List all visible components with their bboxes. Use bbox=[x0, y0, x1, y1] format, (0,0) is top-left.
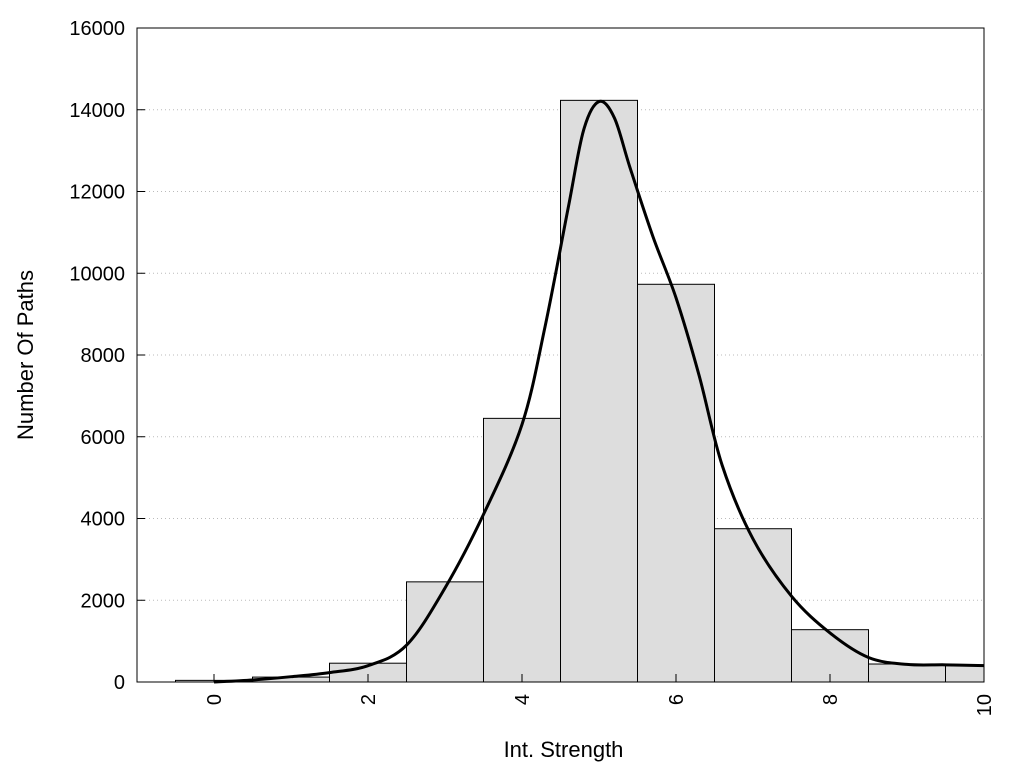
histogram-bar bbox=[560, 99, 638, 683]
y-axis-ticks: 0 2000 4000 6000 8000 10000 12000 14000 16000 bbox=[69, 18, 145, 694]
y-tick-label: 0 bbox=[114, 672, 125, 694]
x-tick-label: 2 bbox=[358, 694, 380, 705]
y-tick-label: 12000 bbox=[69, 182, 125, 204]
y-tick-label: 2000 bbox=[81, 590, 126, 612]
y-tick-label: 6000 bbox=[81, 427, 126, 449]
y-tick-label: 10000 bbox=[69, 263, 125, 285]
x-tick-label: 10 bbox=[974, 694, 996, 716]
y-tick-label: 16000 bbox=[69, 18, 125, 40]
bars bbox=[175, 99, 985, 683]
histogram-bar bbox=[714, 528, 792, 683]
x-tick-label: 8 bbox=[820, 694, 842, 705]
histogram-bar bbox=[791, 629, 869, 683]
histogram-bar bbox=[483, 417, 561, 683]
density-curve bbox=[213, 99, 985, 684]
histogram-bar bbox=[868, 663, 946, 683]
x-tick-label: 0 bbox=[204, 694, 226, 705]
y-axis-label: Number Of Paths bbox=[13, 270, 38, 440]
y-tick-label: 4000 bbox=[81, 509, 126, 531]
x-axis-ticks: 0 2 4 6 8 10 bbox=[204, 674, 996, 716]
x-axis-label: Int. Strength bbox=[504, 737, 624, 762]
density-curve-line bbox=[213, 99, 985, 684]
y-tick-label: 8000 bbox=[81, 345, 126, 367]
histogram-bar bbox=[945, 664, 985, 683]
y-tick-label: 14000 bbox=[69, 100, 125, 122]
x-tick-label: 6 bbox=[666, 694, 688, 705]
x-tick-label: 4 bbox=[512, 694, 534, 705]
histogram-bar bbox=[637, 283, 715, 683]
